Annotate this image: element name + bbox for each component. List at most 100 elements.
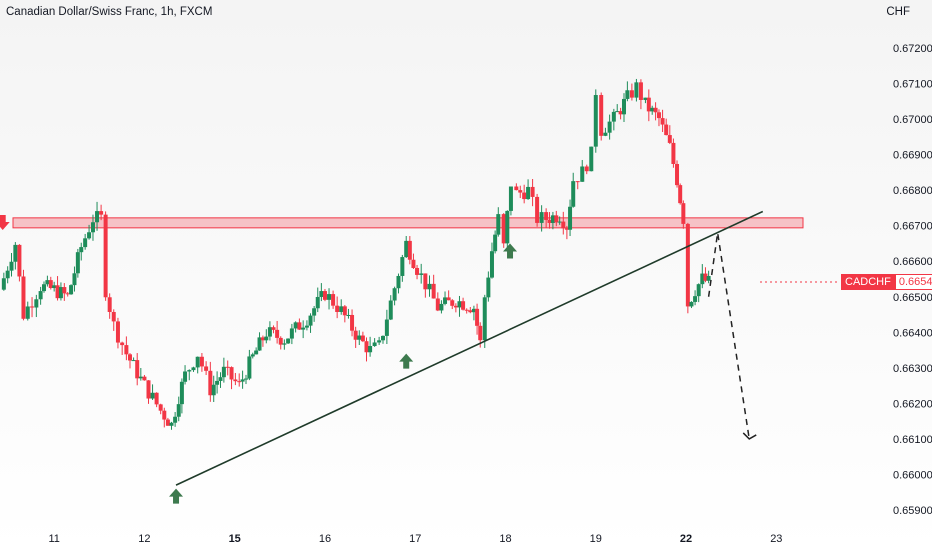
y-tick-label: 0.66600 [893,256,932,268]
candle-body [589,146,594,172]
candle-body [660,118,665,125]
candle-body [634,82,639,98]
candle-body [392,288,397,301]
y-tick-label: 0.66300 [893,363,932,375]
candle-body [120,342,125,346]
candle-body [381,335,386,341]
candle-body [107,297,112,312]
candle-body [496,214,501,235]
candle-body [250,354,255,357]
candle-body [195,356,200,368]
candle-body [618,111,623,115]
candle-body [5,270,10,279]
x-tick-label: 22 [680,533,692,545]
candle-body [368,346,373,353]
candle-body [571,181,576,207]
up-arrow-icon [169,488,184,504]
candle-body [221,366,226,378]
candle-body [25,306,30,319]
candle-body [457,301,462,308]
candle-body [396,275,401,289]
candle-body [350,314,355,331]
candle-body [176,404,181,417]
candle-body [522,192,527,200]
candle-body [204,366,209,371]
candle-body [237,381,242,383]
candle-body [191,367,196,371]
candle-body [111,311,116,322]
candle-body [315,296,320,309]
candle-body [21,276,26,319]
candle-body [678,185,683,204]
candle-body [419,273,424,275]
candle-body [638,82,643,100]
candle-body [486,277,491,298]
candle-body [308,315,313,326]
candle-body [293,322,298,329]
candle-body [34,299,39,308]
candle-body [508,186,513,211]
candle-body [643,97,648,100]
candle-body [664,124,669,136]
candle-body [124,345,129,355]
candle-body [218,377,223,381]
candle-body [435,298,440,311]
y-tick-label: 0.67100 [893,79,932,91]
candle-body [360,335,365,342]
candle-body [671,142,676,164]
candle-body [501,214,506,244]
candle-body [593,95,598,147]
candle-body [257,337,262,351]
x-tick-label: 17 [409,533,421,545]
candle-body [327,294,332,300]
candle-body [199,356,204,367]
candle-body [621,98,626,115]
down-arrow-icon [0,215,10,231]
candle-body [9,261,14,271]
candle-body [267,327,272,337]
candle-body [225,366,230,368]
candle-body [446,297,451,301]
x-tick-label: 18 [499,533,511,545]
candle-body [693,296,698,302]
candle-body [653,107,658,113]
candle-body [45,280,50,285]
candle-body [312,308,317,316]
candle-body [584,166,589,172]
candle-body [208,370,213,396]
candle-body [62,287,67,294]
candle-body [377,340,382,343]
candle-body [65,293,70,295]
candle-body [342,306,347,316]
candle-body [667,135,672,143]
candle-body [611,111,616,122]
candle-body [703,273,708,281]
candle-body [518,190,523,193]
candle-body [461,301,466,310]
candle-body [689,301,694,307]
candle-body [464,309,469,311]
candle-body [629,90,634,98]
candle-body [453,305,458,308]
candle-body [154,392,159,405]
candle-body [90,222,95,233]
candle-body [431,283,436,299]
candle-body [675,163,680,186]
candle-body [580,166,585,182]
candle-body [183,371,188,382]
candle-body [568,206,573,230]
candle-body [700,273,705,285]
y-tick-label: 0.65900 [893,505,932,517]
candle-body [423,273,428,290]
candle-body [131,360,136,362]
candle-body [271,327,276,330]
candle-body [550,215,555,223]
projection-path [707,232,750,440]
candle-body [439,303,444,311]
candle-body [681,203,686,224]
x-tick-label: 19 [590,533,602,545]
candle-body [372,342,377,347]
candle-body [179,381,184,405]
